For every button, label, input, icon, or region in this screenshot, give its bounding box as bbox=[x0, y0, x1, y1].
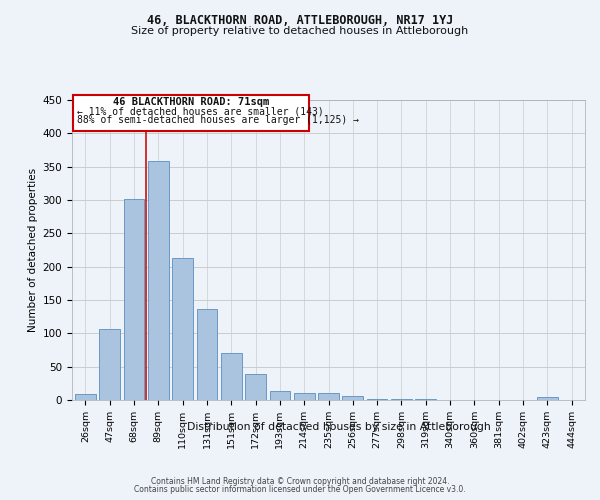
Bar bbox=[197, 310, 217, 400]
Bar bbox=[73, 94, 309, 132]
Text: 88% of semi-detached houses are larger (1,125) →: 88% of semi-detached houses are larger (… bbox=[77, 114, 359, 124]
Text: 46 BLACKTHORN ROAD: 71sqm: 46 BLACKTHORN ROAD: 71sqm bbox=[113, 96, 269, 106]
Text: Contains HM Land Registry data © Crown copyright and database right 2024.: Contains HM Land Registry data © Crown c… bbox=[151, 477, 449, 486]
Bar bbox=[100, 328, 120, 400]
Bar bbox=[148, 162, 169, 400]
Bar bbox=[269, 392, 290, 400]
Text: 46, BLACKTHORN ROAD, ATTLEBOROUGH, NR17 1YJ: 46, BLACKTHORN ROAD, ATTLEBOROUGH, NR17 … bbox=[147, 14, 453, 27]
Text: Distribution of detached houses by size in Attleborough: Distribution of detached houses by size … bbox=[187, 422, 491, 432]
Bar bbox=[75, 394, 96, 400]
Text: Contains public sector information licensed under the Open Government Licence v3: Contains public sector information licen… bbox=[134, 484, 466, 494]
Bar bbox=[343, 396, 363, 400]
Bar bbox=[318, 394, 339, 400]
Text: ← 11% of detached houses are smaller (143): ← 11% of detached houses are smaller (14… bbox=[77, 106, 323, 116]
Bar bbox=[245, 374, 266, 400]
Text: Size of property relative to detached houses in Attleborough: Size of property relative to detached ho… bbox=[131, 26, 469, 36]
Bar bbox=[294, 392, 314, 400]
Y-axis label: Number of detached properties: Number of detached properties bbox=[28, 168, 38, 332]
Bar bbox=[124, 198, 145, 400]
Bar bbox=[537, 398, 557, 400]
Bar bbox=[221, 354, 242, 400]
Bar bbox=[391, 398, 412, 400]
Bar bbox=[172, 258, 193, 400]
Bar bbox=[367, 398, 388, 400]
Bar bbox=[415, 398, 436, 400]
